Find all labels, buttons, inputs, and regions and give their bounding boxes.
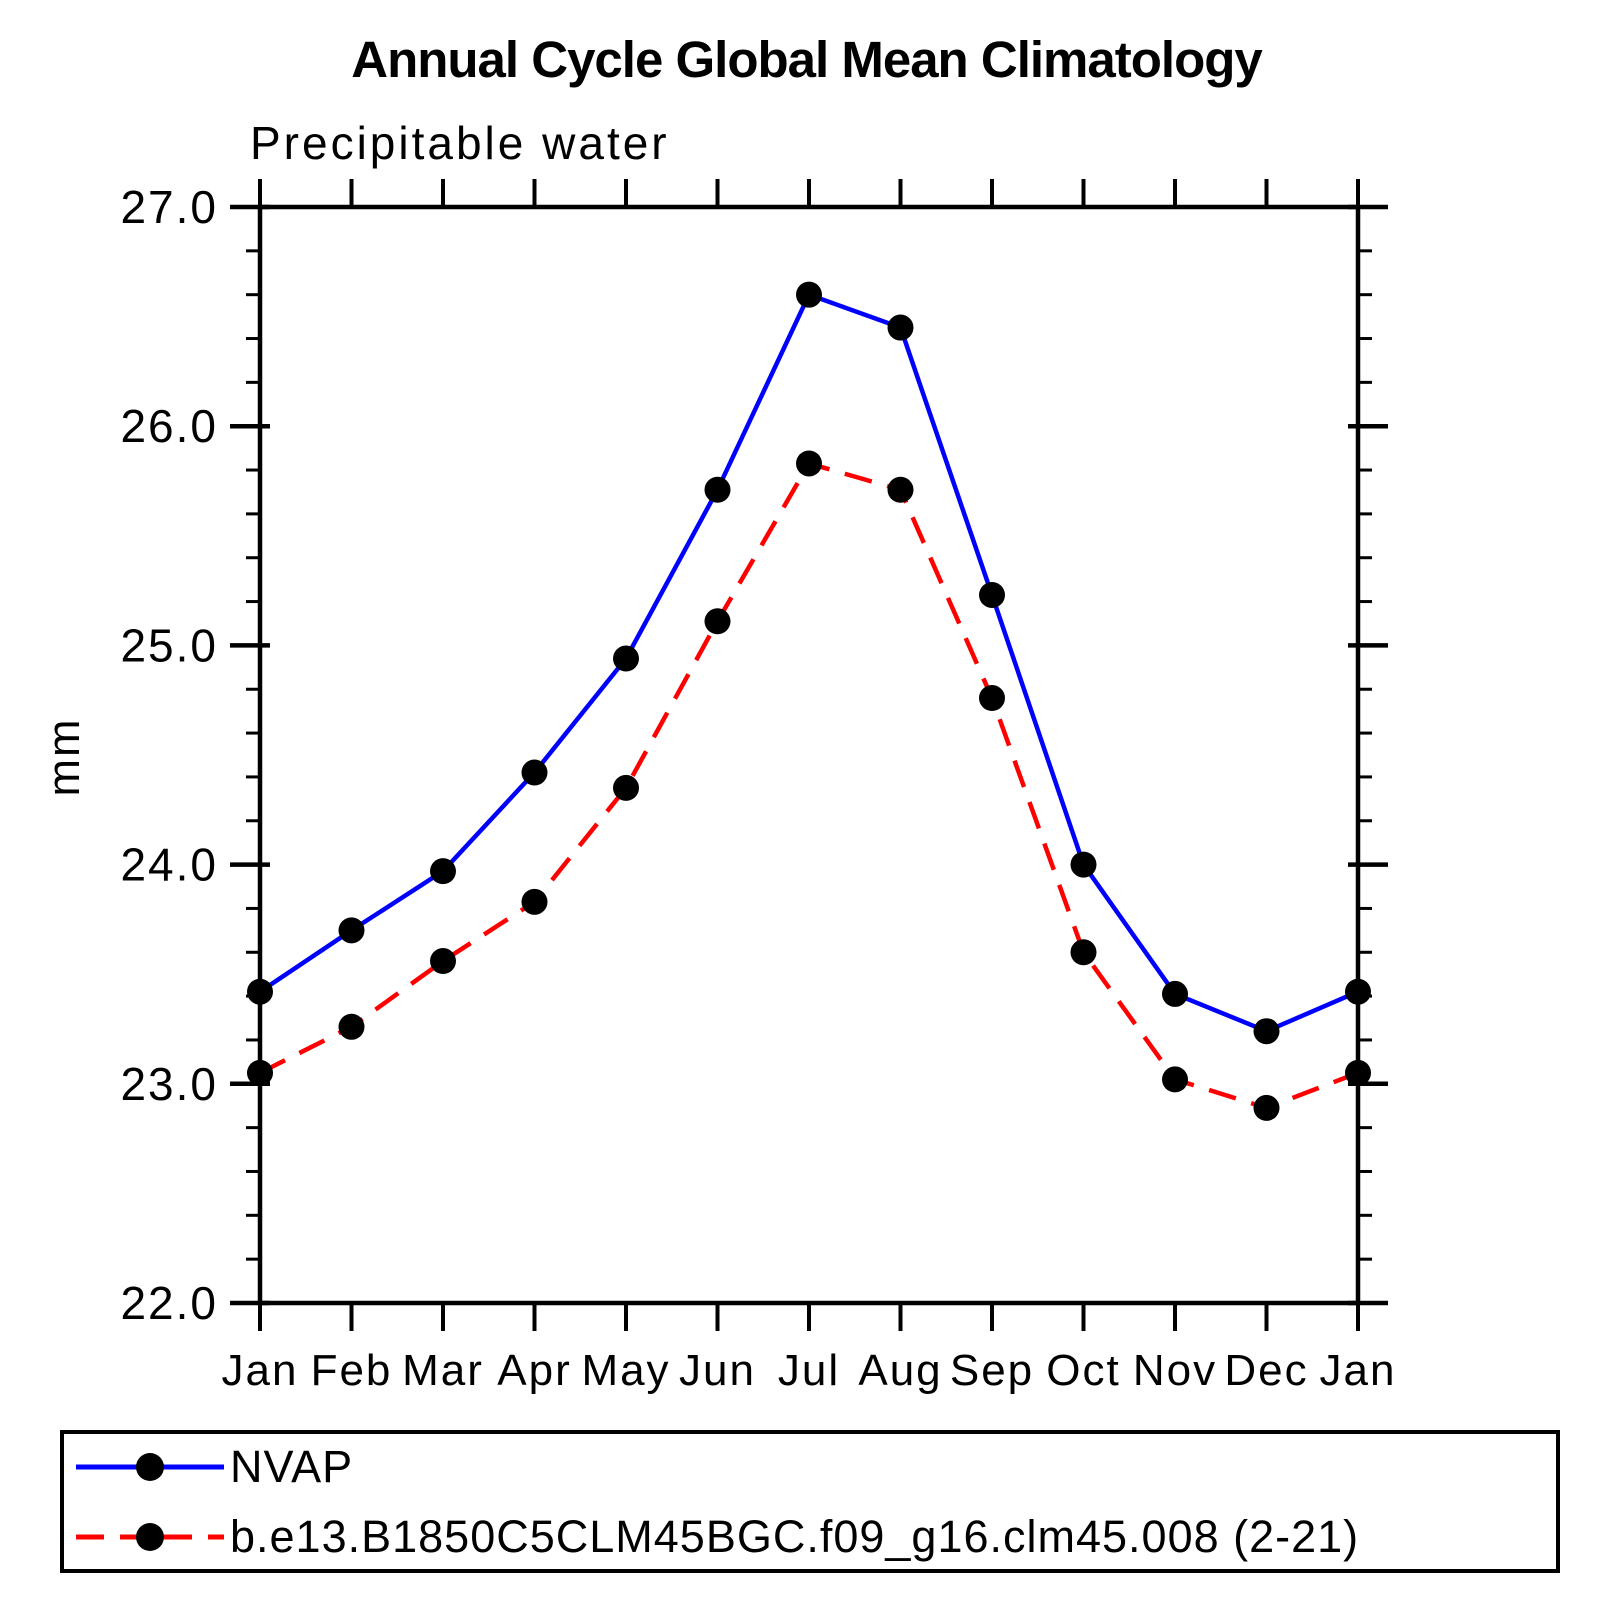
legend-item-model: b.e13.B1850C5CLM45BGC.f09_g16.clm45.008 … <box>70 1506 1556 1568</box>
legend-marker-dot <box>136 1452 164 1481</box>
data-point <box>430 948 456 975</box>
legend: NVAP b.e13.B1850C5CLM45BGC.f09_g16.clm45… <box>60 1430 1560 1573</box>
data-point <box>979 581 1005 608</box>
data-point <box>430 858 456 885</box>
x-tick-label: Aug <box>858 1346 942 1395</box>
data-point <box>247 1059 273 1086</box>
legend-marker-dot <box>136 1522 164 1551</box>
data-point <box>1162 1066 1188 1093</box>
data-point <box>796 281 822 308</box>
data-point <box>796 450 822 477</box>
data-point <box>704 608 731 635</box>
data-point <box>1253 1018 1280 1045</box>
data-point <box>521 759 548 786</box>
plot-frame <box>257 204 1361 1306</box>
data-point <box>1070 851 1097 878</box>
data-point <box>979 685 1005 712</box>
data-point <box>338 1013 365 1040</box>
legend-line-sample-solid <box>76 1452 224 1481</box>
x-tick-label: Sep <box>950 1346 1034 1395</box>
x-tick-label: Jul <box>778 1346 840 1395</box>
y-tick-label: 27.0 <box>120 181 218 233</box>
x-tick-label: Jan <box>1320 1346 1397 1395</box>
data-point <box>521 888 548 915</box>
data-point <box>1345 1059 1371 1086</box>
data-point <box>338 917 365 944</box>
series-line-0 <box>258 291 1359 1034</box>
data-point <box>1253 1094 1280 1121</box>
legend-item-nvap: NVAP <box>70 1436 1556 1498</box>
x-tick-label: Apr <box>497 1346 571 1395</box>
data-point <box>247 978 273 1005</box>
legend-line-sample-dashed <box>76 1522 224 1551</box>
y-tick-label: 26.0 <box>120 400 218 452</box>
y-tick-label: 25.0 <box>120 619 218 671</box>
data-point <box>1345 978 1371 1005</box>
x-tick-label: May <box>581 1346 670 1395</box>
x-tick-label: Feb <box>311 1346 393 1395</box>
data-point <box>1162 980 1188 1007</box>
chart-subtitle: Precipitable water <box>250 117 670 169</box>
legend-label-model: b.e13.B1850C5CLM45BGC.f09_g16.clm45.008 … <box>230 1510 1360 1562</box>
series-line-1 <box>258 460 1359 1111</box>
y-tick-label: 23.0 <box>120 1058 218 1110</box>
data-point <box>887 314 914 341</box>
x-tick-label: Jun <box>679 1346 756 1395</box>
y-tick-label: 24.0 <box>120 839 218 891</box>
y-tick-label: 22.0 <box>120 1277 218 1329</box>
data-point <box>613 774 639 801</box>
data-point <box>887 476 914 503</box>
x-tick-label: Jan <box>222 1346 299 1395</box>
x-tick-label: Dec <box>1224 1346 1308 1395</box>
x-tick-label: Mar <box>402 1346 484 1395</box>
data-point <box>613 645 639 672</box>
x-tick-label: Nov <box>1133 1346 1217 1395</box>
data-point <box>704 476 731 503</box>
chart-title: Annual Cycle Global Mean Climatology <box>351 31 1263 88</box>
data-point <box>1070 939 1097 966</box>
x-tick-label: Oct <box>1046 1346 1120 1395</box>
legend-label-nvap: NVAP <box>230 1440 354 1492</box>
